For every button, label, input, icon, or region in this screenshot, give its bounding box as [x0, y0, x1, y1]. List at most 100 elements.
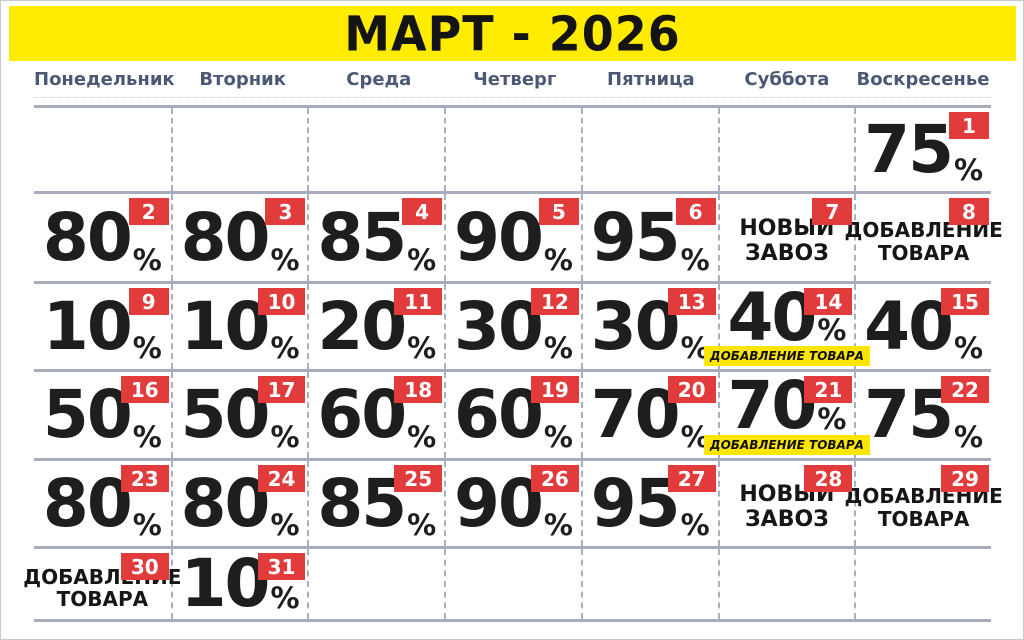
empty-cell	[580, 549, 718, 619]
date-badge: 26	[531, 465, 579, 492]
date-badge: 12	[531, 288, 579, 315]
discount-value: 40%	[856, 284, 991, 369]
date-badge: 31	[257, 553, 306, 580]
special-note: НОВЫЙ ЗАВОЗ	[720, 194, 855, 281]
percent-sign: %	[270, 420, 300, 454]
discount-number: 80	[42, 464, 133, 542]
date-number: 10	[267, 289, 296, 314]
empty-cell	[444, 549, 581, 619]
date-badge: 20	[667, 376, 716, 403]
percent-sign: %	[407, 331, 437, 365]
special-note-line: ЗАВОЗ	[745, 506, 829, 532]
day-cell-20: 20 70%	[580, 372, 718, 458]
date-number: 22	[951, 377, 979, 402]
date-badge: 13	[667, 288, 716, 315]
date-number: 15	[951, 289, 979, 314]
month-title-banner: МАРТ - 2026	[9, 5, 1016, 62]
day-cell-13: 13 30%	[580, 284, 718, 369]
date-badge: 4	[402, 198, 443, 225]
day-cell-29: 29 ДОБАВЛЕНИЕ ТОВАРА	[845, 461, 1003, 546]
discount-value: 40%	[720, 284, 855, 369]
percent-sign: %	[132, 420, 162, 454]
day-cell-31: 31 10%	[170, 549, 308, 619]
discount-value: 75%	[856, 108, 991, 191]
date-badge: 7	[812, 198, 853, 225]
discount-value: 70%	[583, 372, 718, 458]
discount-number: 30	[590, 287, 681, 365]
date-number: 19	[541, 377, 569, 402]
empty-cell	[307, 108, 444, 191]
date-number: 14	[814, 289, 843, 314]
discount-number: 70	[590, 376, 681, 454]
discount-value: 10%	[173, 549, 308, 619]
weekday-label-sunday: Воскресенье	[856, 68, 990, 90]
discount-number: 20	[317, 287, 407, 365]
discount-number: 40	[727, 278, 817, 356]
percent-sign: %	[270, 508, 300, 542]
day-cell-27: 27 95%	[580, 461, 718, 546]
date-number: 16	[130, 377, 159, 402]
discount-value: 80%	[34, 194, 171, 281]
day-cell-19: 19 60%	[444, 372, 581, 458]
day-cell-6: 6 95%	[580, 194, 718, 281]
discount-value: 50%	[34, 372, 171, 458]
weekday-label-friday: Пятница	[607, 68, 695, 90]
special-note-line: ТОВАРА	[56, 587, 149, 611]
discount-value: 60%	[446, 372, 581, 458]
day-cell-15: 15 40%	[854, 284, 991, 369]
calendar-week: 16 50% 17 50% 18 60% 19 60% 20 70% 21 70% ДОБАВЛЕНИЕ…	[34, 369, 991, 458]
date-number: 12	[541, 289, 569, 314]
weekday-header-row: Понедельник Вторник Среда Четверг Пятниц…	[34, 61, 991, 98]
date-number: 2	[141, 199, 156, 224]
empty-cell	[34, 108, 171, 191]
percent-sign: %	[543, 508, 573, 542]
day-cell-12: 12 30%	[444, 284, 581, 369]
discount-value: 75%	[856, 372, 991, 458]
discount-value: 90%	[446, 194, 581, 281]
discount-value: 60%	[309, 372, 444, 458]
date-badge: 2	[128, 198, 169, 225]
percent-sign: %	[407, 243, 437, 277]
discount-number: 80	[180, 198, 271, 276]
discount-number: 80	[180, 464, 271, 542]
date-badge: 15	[941, 288, 989, 315]
calendar-week: 1 75%	[34, 105, 991, 191]
date-badge: 18	[394, 376, 443, 403]
empty-cell	[307, 549, 444, 619]
percent-sign: %	[132, 243, 162, 277]
calendar-week: 23 80% 24 80% 25 85% 26 90% 27 95% 28 НОВЫЙ ЗАВОЗ 29 Д…	[34, 458, 1003, 546]
percent-sign: %	[543, 331, 573, 365]
date-badge: 5	[538, 198, 579, 225]
date-badge: 29	[941, 465, 989, 492]
discount-value: 80%	[173, 461, 308, 546]
special-note-line: ТОВАРА	[877, 240, 970, 265]
calendar-week: 30 ДОБАВЛЕНИЕ ТОВАРА 31 10%	[23, 546, 991, 622]
percent-sign: %	[543, 420, 573, 454]
date-number: 25	[404, 466, 433, 491]
day-cell-25: 25 85%	[307, 461, 444, 546]
discount-value: 10%	[34, 284, 171, 369]
discount-number: 10	[180, 545, 271, 623]
date-badge: 24	[257, 465, 306, 492]
day-cell-4: 4 85%	[307, 194, 444, 281]
discount-value: 50%	[173, 372, 308, 458]
discount-number: 40	[864, 287, 954, 365]
empty-cell	[444, 108, 581, 191]
discount-value: 30%	[446, 284, 581, 369]
weekday-label-wednesday: Среда	[346, 68, 412, 90]
day-cell-8: 8 ДОБАВЛЕНИЕ ТОВАРА	[845, 194, 1003, 281]
calendar-week: 9 10% 10 10% 11 20% 12 30% 13 30% 14 40% ДОБАВЛЕНИЕ …	[34, 281, 991, 369]
discount-number: 10	[180, 287, 271, 365]
day-cell-2: 2 80%	[34, 194, 171, 281]
day-cell-11: 11 20%	[307, 284, 444, 369]
date-badge: 17	[257, 376, 306, 403]
empty-cell	[170, 108, 308, 191]
month-title: МАРТ - 2026	[344, 5, 681, 62]
discount-value: 95%	[583, 461, 718, 546]
date-number: 17	[267, 377, 296, 402]
day-cell-9: 9 10%	[34, 284, 171, 369]
discount-value: 80%	[34, 461, 171, 546]
percent-sign: %	[543, 243, 573, 277]
percent-sign: %	[954, 153, 984, 187]
day-cell-14: 14 40% ДОБАВЛЕНИЕ ТОВАРА	[703, 284, 870, 369]
